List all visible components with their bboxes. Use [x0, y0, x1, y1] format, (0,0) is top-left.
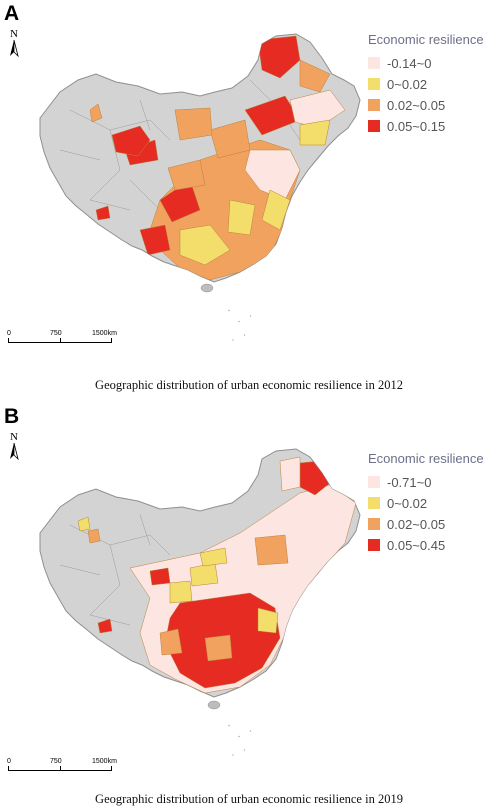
- legend: Economic resilience -0.14~0 0~0.02 0.02~…: [368, 32, 496, 137]
- legend-label: 0~0.02: [387, 495, 428, 511]
- legend-item: 0~0.02: [368, 74, 496, 94]
- north-arrow-icon: [10, 442, 19, 461]
- scale-label-1500: 1500km: [92, 330, 117, 337]
- legend-swatch: [368, 539, 380, 551]
- legend-swatch: [368, 99, 380, 111]
- legend-item: 0~0.02: [368, 493, 496, 513]
- scale-label-0: 0: [7, 330, 11, 337]
- panel-letter: B: [4, 405, 20, 428]
- scale-tick: [111, 766, 112, 771]
- legend-label: 0.05~0.15: [387, 118, 446, 134]
- map-panel-2019: B N Economic resilience -0.71~0 0~0.02 0…: [0, 403, 498, 806]
- north-arrow: N: [6, 28, 22, 60]
- north-label: N: [10, 431, 18, 443]
- legend-item: -0.71~0: [368, 472, 496, 492]
- legend-label: 0.02~0.05: [387, 97, 446, 113]
- legend-swatch: [368, 78, 380, 90]
- legend-label: 0~0.02: [387, 76, 428, 92]
- scale-tick: [60, 766, 61, 771]
- legend-swatch: [368, 57, 380, 69]
- china-map-2019: [39, 448, 361, 756]
- region-west-red: [95, 205, 111, 221]
- south-sea-islands: [227, 724, 252, 756]
- legend-item: 0.02~0.05: [368, 95, 496, 115]
- south-sea-islands: [227, 309, 252, 341]
- panel-letter: A: [4, 2, 20, 25]
- scale-label-750: 750: [50, 758, 62, 765]
- legend-item: 0.05~0.15: [368, 116, 496, 136]
- scale-bar: 0 750 1500km: [7, 758, 118, 782]
- region-northwest-orange: [87, 528, 101, 544]
- map-panel-2012: A N Economic resilience -0.14~0 0~0.02 0…: [0, 0, 498, 403]
- scale-label-0: 0: [7, 758, 11, 765]
- hainan-island: [207, 700, 221, 710]
- scale-tick: [8, 338, 9, 343]
- north-arrow: N: [6, 431, 22, 463]
- scale-label-750: 750: [50, 330, 62, 337]
- legend-label: 0.05~0.45: [387, 537, 446, 553]
- scale-tick: [8, 766, 9, 771]
- legend-swatch: [368, 518, 380, 530]
- hainan-island: [200, 283, 214, 293]
- legend-title: Economic resilience: [368, 32, 484, 47]
- legend: Economic resilience -0.71~0 0~0.02 0.02~…: [368, 451, 496, 556]
- region-west-red: [97, 618, 113, 634]
- legend-swatch: [368, 497, 380, 509]
- legend-item: -0.14~0: [368, 53, 496, 73]
- china-map-2012: [39, 33, 361, 341]
- scale-tick: [60, 338, 61, 343]
- caption: Geographic distribution of urban economi…: [95, 378, 403, 392]
- legend-label: 0.02~0.05: [387, 516, 446, 532]
- legend-swatch: [368, 120, 380, 132]
- legend-label: -0.71~0: [387, 474, 432, 490]
- region-northwest-orange: [89, 103, 103, 123]
- scale-label-1500: 1500km: [92, 758, 117, 765]
- region-northwest-red-1: [111, 125, 151, 157]
- legend-label: -0.14~0: [387, 55, 432, 71]
- legend-swatch: [368, 476, 380, 488]
- region-northwest-yellow: [77, 516, 91, 532]
- legend-item: 0.02~0.05: [368, 514, 496, 534]
- scale-bar: 0 750 1500km: [7, 330, 118, 354]
- north-arrow-icon: [10, 39, 19, 58]
- legend-item: 0.05~0.45: [368, 535, 496, 555]
- scale-tick: [111, 338, 112, 343]
- legend-title: Economic resilience: [368, 451, 484, 466]
- caption: Geographic distribution of urban economi…: [95, 792, 403, 806]
- north-label: N: [10, 28, 18, 40]
